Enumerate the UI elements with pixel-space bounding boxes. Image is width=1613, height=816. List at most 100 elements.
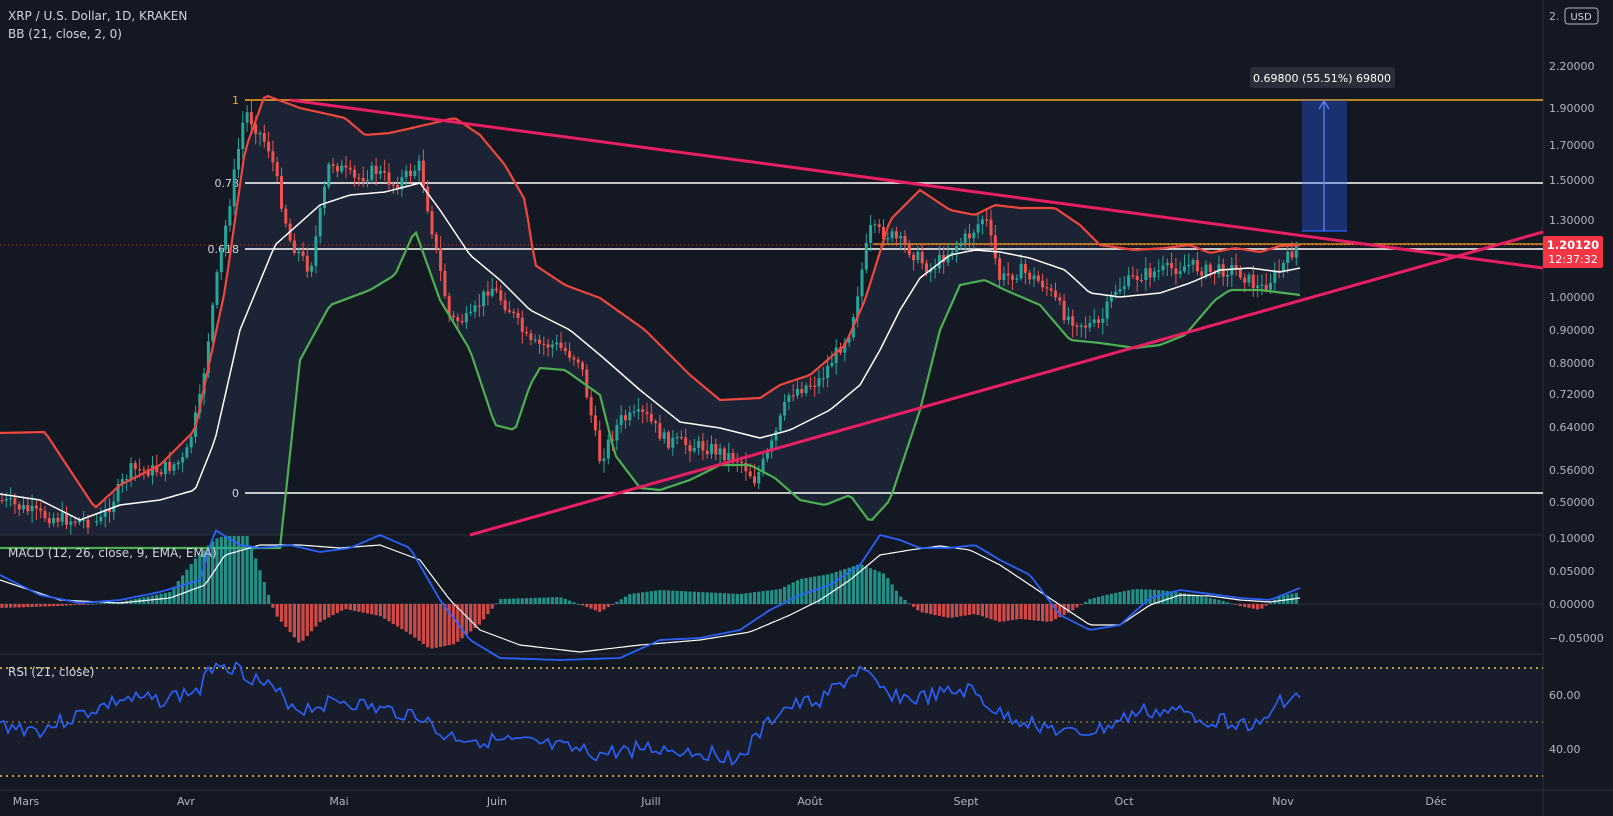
macd-bar [254,558,258,604]
candle-body [206,341,210,374]
time-tick: Nov [1272,795,1294,808]
macd-bar [1109,593,1113,604]
macd-bar [206,545,210,604]
macd-bar [82,604,86,605]
candle-body [714,444,718,455]
candle-body [963,233,967,243]
macd-axis[interactable]: 0.10000 0.05000 0.00000 −0.05000 [1549,532,1604,645]
candle-body [314,236,318,266]
macd-bar [279,604,284,622]
candle-body [1157,270,1161,272]
candle-body [808,385,812,387]
macd-bar [1127,590,1131,604]
ascending-trendline[interactable] [469,230,1544,537]
candle-body [503,300,507,311]
macd-bar [963,604,967,616]
candle-body [138,469,142,471]
macd-indicator-label[interactable]: MACD (12, 26, close, 9, EMA, EMA) [8,546,217,560]
macd-bar [1200,596,1204,604]
candle-body [589,397,593,416]
candle-body [1152,271,1156,278]
macd-bar [297,604,301,643]
candle-body [1170,262,1174,269]
candle-body [744,462,748,472]
candle-body [1217,264,1221,275]
macd-bar [623,596,628,604]
price-tick: 1.70000 [1549,139,1595,152]
macd-bar [555,597,559,604]
macd-bar [817,575,821,604]
macd-bar [542,597,546,604]
candle-body [185,447,189,458]
time-tick: Avr [177,795,195,808]
candle-body [791,395,795,397]
macd-bar [494,603,499,605]
candle-body [443,270,447,297]
macd-bar [357,604,361,612]
macd-bar [1092,597,1096,604]
candle-body [778,415,782,431]
candle-body [568,351,572,358]
macd-bar [413,604,417,638]
candle-body [890,231,894,239]
candle-body [675,437,679,439]
candle-body [718,448,722,455]
macd-bar [903,600,907,604]
macd-bar [1015,604,1019,620]
price-axis[interactable]: 2. USD 2.20000 1.90000 1.70000 1.50000 1.300… [1549,7,1599,509]
candle-body [907,244,911,255]
candle-body [151,465,154,476]
macd-bar [241,536,245,604]
macd-bar [821,575,825,604]
time-axis[interactable]: Mars Avr Mai Juin Juill Août Sept Oct Nov Déc [13,795,1447,808]
candle-body [1036,275,1040,281]
currency-badge[interactable] [1564,7,1599,25]
macd-bar [985,604,989,618]
macd-bar [327,604,331,618]
macd-bar [688,591,692,604]
candle-body [684,437,688,446]
candle-body [1251,274,1255,288]
descending-trendline[interactable] [289,98,1544,270]
candle-body [998,258,1002,280]
macd-bar [95,603,99,605]
price-tick: 2.20000 [1549,60,1595,73]
macd-bar [847,567,851,604]
macd-bar [1144,589,1148,604]
macd-bar [783,586,787,604]
candle-body [1226,274,1229,277]
macd-bar [344,604,348,610]
macd-bar [1041,604,1045,622]
macd-bar [1256,604,1260,610]
macd-bar [671,590,675,604]
rsi-indicator-label[interactable]: RSI (21, close) [8,665,94,679]
macd-bar [1264,604,1268,606]
macd-bar [1187,593,1191,604]
macd-bar [602,604,606,610]
candle-body [1178,271,1182,274]
candle-body [417,160,421,171]
candle-body [1281,263,1285,272]
candle-body [17,504,21,510]
candle-body [430,211,434,235]
macd-bar [430,604,434,649]
candle-body [95,521,99,523]
candle-body [993,235,997,259]
candle-body [52,517,56,524]
macd-bar [1028,604,1032,620]
macd-bar [1260,604,1264,609]
bb-indicator-label[interactable]: BB (21, close, 2, 0) [8,27,122,41]
macd-bar [9,604,13,608]
macd-bar [761,591,765,604]
macd-bar [219,536,223,604]
macd-bar [537,597,542,604]
macd-bar [460,604,464,639]
macd-bar [258,570,262,604]
candle-body [787,395,791,402]
macd-bar [0,604,4,608]
candle-body [1101,318,1105,323]
candle-body [1105,301,1109,319]
rsi-axis[interactable]: 60.00 40.00 [1549,689,1581,756]
macd-bar [791,582,795,604]
